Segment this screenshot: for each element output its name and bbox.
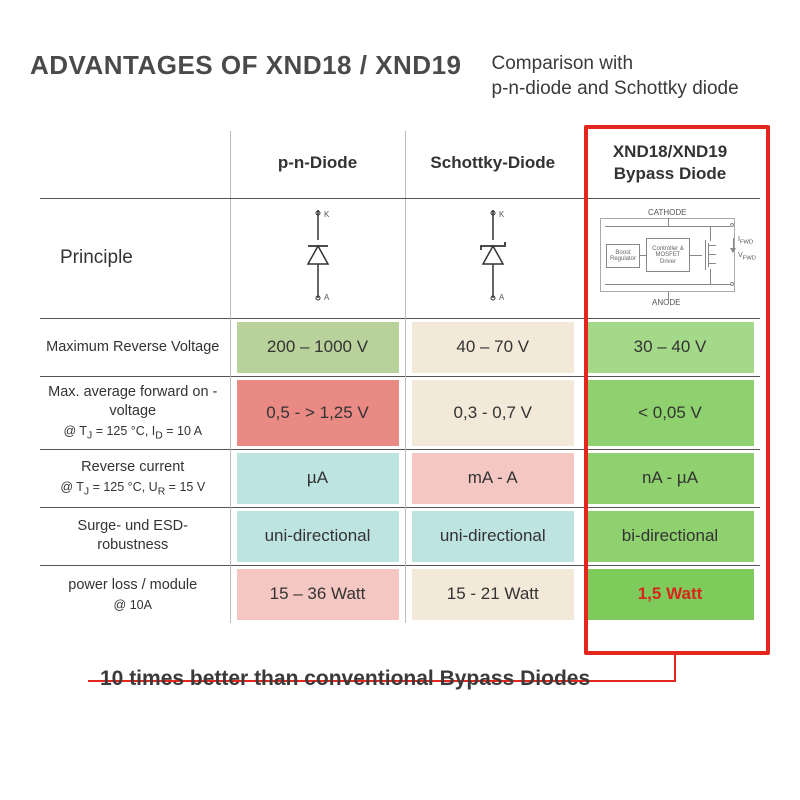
- cell-vf-pn: 0,5 - > 1,25 V: [230, 376, 405, 449]
- row-loss-main: power loss / module: [68, 577, 197, 593]
- cell-ir-schottky: mA - A: [405, 449, 580, 507]
- subtitle-line1: Comparison with: [492, 53, 634, 74]
- chip-vf-pn: 0,5 - > 1,25 V: [237, 380, 399, 446]
- header-empty: [40, 131, 230, 198]
- diagram-controller-box: Controller & MOSFET Driver: [646, 238, 690, 272]
- cell-principle-pn: K A: [230, 198, 405, 318]
- chip-vr-pn: 200 – 1000 V: [237, 322, 399, 373]
- row-ir-sub: @ TJ = 125 °C, UR = 15 V: [44, 479, 222, 499]
- cell-vf-schottky: 0,3 - 0,7 V: [405, 376, 580, 449]
- svg-text:A: A: [324, 293, 330, 302]
- chip-esd-pn: uni-directional: [237, 511, 399, 562]
- comparison-table-wrapper: p-n-Diode Schottky-Diode XND18/XND19 Byp…: [40, 131, 770, 623]
- row-vr-label: Maximum Reverse Voltage: [40, 318, 230, 376]
- cell-ir-bypass: nA - µA: [580, 449, 760, 507]
- diagram-regulator-box: Boost Regulator: [606, 244, 640, 268]
- row-vf-sub: @ TJ = 125 °C, ID = 10 A: [44, 423, 222, 443]
- header-schottky: Schottky-Diode: [405, 131, 580, 198]
- svg-text:K: K: [324, 210, 330, 219]
- row-vf-label: Max. average forward on - voltage @ TJ =…: [40, 376, 230, 449]
- row-loss-label: power loss / module @ 10A: [40, 565, 230, 623]
- cell-esd-schottky: uni-directional: [405, 507, 580, 565]
- header-bypass: XND18/XND19 Bypass Diode: [580, 131, 760, 198]
- header-bypass-line1: XND18/XND19: [613, 142, 727, 161]
- page-subtitle: Comparison with p-n-diode and Schottky d…: [492, 50, 739, 101]
- schottky-diode-symbol: K A: [473, 208, 513, 303]
- row-vf-main: Max. average forward on - voltage: [48, 384, 217, 419]
- bypass-block-diagram: CATHODE Boost Regulator Controller & MOS…: [590, 208, 750, 308]
- comparison-table: p-n-Diode Schottky-Diode XND18/XND19 Byp…: [40, 131, 760, 623]
- page-title: ADVANTAGES OF XND18 / XND19: [30, 50, 462, 81]
- diagram-anode-label: ANODE: [652, 298, 680, 307]
- row-ir-main: Reverse current: [81, 459, 184, 475]
- header-bypass-line2: Bypass Diode: [614, 164, 726, 183]
- row-esd-label: Surge- und ESD-robustness: [40, 507, 230, 565]
- chip-vr-bypass: 30 – 40 V: [586, 322, 754, 373]
- chip-esd-bypass: bi-directional: [586, 511, 754, 562]
- chip-loss-schottky: 15 - 21 Watt: [412, 569, 575, 621]
- pn-diode-symbol: K A: [298, 208, 338, 303]
- cell-ir-pn: µA: [230, 449, 405, 507]
- cell-esd-pn: uni-directional: [230, 507, 405, 565]
- cell-esd-bypass: bi-directional: [580, 507, 760, 565]
- row-principle-label: Principle: [40, 198, 230, 318]
- chip-loss-bypass: 1,5 Watt: [586, 569, 754, 621]
- chip-vf-schottky: 0,3 - 0,7 V: [412, 380, 575, 446]
- callout-text: 10 times better than conventional Bypass…: [100, 667, 590, 691]
- cell-principle-bypass: CATHODE Boost Regulator Controller & MOS…: [580, 198, 760, 318]
- header-pn-diode: p-n-Diode: [230, 131, 405, 198]
- cell-principle-schottky: K A: [405, 198, 580, 318]
- subtitle-line2: p-n-diode and Schottky diode: [492, 78, 739, 99]
- cell-vf-bypass: < 0,05 V: [580, 376, 760, 449]
- row-ir-label: Reverse current @ TJ = 125 °C, UR = 15 V: [40, 449, 230, 507]
- chip-vr-schottky: 40 – 70 V: [412, 322, 575, 373]
- cell-loss-pn: 15 – 36 Watt: [230, 565, 405, 623]
- chip-loss-pn: 15 – 36 Watt: [237, 569, 399, 621]
- diagram-cathode-label: CATHODE: [648, 208, 687, 217]
- row-loss-sub: @ 10A: [44, 597, 222, 613]
- chip-ir-bypass: nA - µA: [586, 453, 754, 504]
- chip-ir-schottky: mA - A: [412, 453, 575, 504]
- svg-text:K: K: [499, 210, 505, 219]
- chip-ir-pn: µA: [237, 453, 399, 504]
- chip-esd-schottky: uni-directional: [412, 511, 575, 562]
- cell-loss-bypass: 1,5 Watt: [580, 565, 760, 623]
- cell-vr-bypass: 30 – 40 V: [580, 318, 760, 376]
- diagram-vfwd-label: VFWD: [738, 252, 756, 261]
- diagram-ifwd-label: IFWD: [738, 236, 753, 245]
- cell-loss-schottky: 15 - 21 Watt: [405, 565, 580, 623]
- cell-vr-pn: 200 – 1000 V: [230, 318, 405, 376]
- chip-vf-bypass: < 0,05 V: [586, 380, 754, 446]
- cell-vr-schottky: 40 – 70 V: [405, 318, 580, 376]
- svg-text:A: A: [499, 293, 505, 302]
